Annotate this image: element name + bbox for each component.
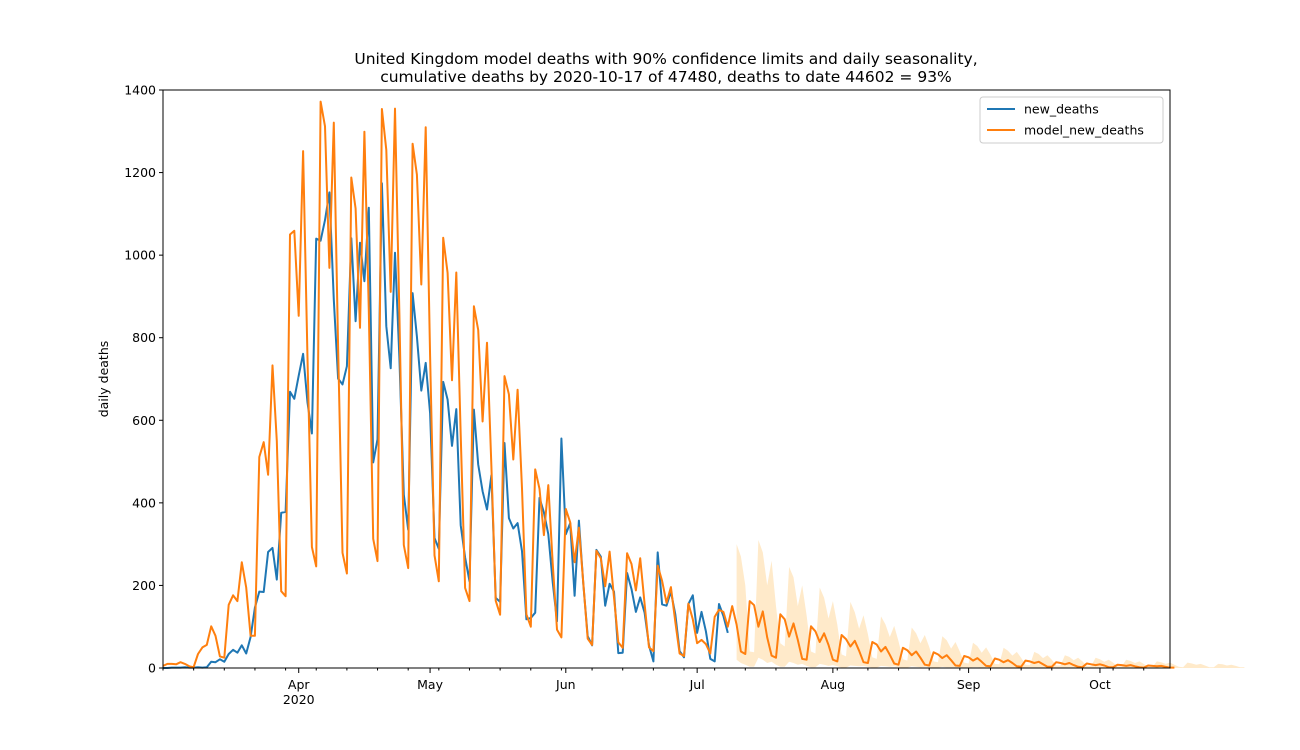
series-layer bbox=[162, 100, 1175, 669]
x-tick-label: Apr bbox=[288, 677, 310, 692]
confidence-band bbox=[736, 540, 1245, 668]
x-tick-year-label: 2020 bbox=[283, 692, 315, 707]
legend-box bbox=[979, 96, 1164, 144]
x-tick-label: Sep bbox=[957, 677, 981, 692]
x-tick-label: Oct bbox=[1089, 677, 1111, 692]
y-tick-label: 1400 bbox=[124, 83, 156, 98]
legend-label-new-deaths: new_deaths bbox=[1024, 102, 1099, 117]
chart-title-line2: cumulative deaths by 2020-10-17 of 47480… bbox=[380, 68, 952, 86]
plot-frame bbox=[162, 89, 1171, 669]
x-tick-label: May bbox=[417, 677, 443, 692]
y-tick-label: 600 bbox=[132, 413, 156, 428]
legend: new_deaths model_new_deaths bbox=[979, 96, 1164, 144]
chart-title-line1: United Kingdom model deaths with 90% con… bbox=[354, 50, 977, 68]
confidence-band-area bbox=[736, 540, 1245, 668]
y-tick-label: 200 bbox=[132, 578, 156, 593]
series-line-model-new-deaths bbox=[162, 100, 1175, 669]
y-axis: 0 200 400 600 800 1000 1200 1400 bbox=[124, 83, 163, 676]
y-tick-label: 400 bbox=[132, 495, 156, 510]
x-tick-label: Aug bbox=[821, 677, 845, 692]
y-tick-label: 800 bbox=[132, 330, 156, 345]
plot-area bbox=[162, 100, 1245, 669]
series-line-new-deaths bbox=[163, 182, 729, 669]
y-tick-label: 1200 bbox=[124, 165, 156, 180]
y-tick-label: 1000 bbox=[124, 248, 156, 263]
y-axis-label: daily deaths bbox=[96, 341, 111, 418]
legend-label-model-new-deaths: model_new_deaths bbox=[1024, 123, 1144, 138]
y-tick-label: 0 bbox=[148, 661, 156, 676]
x-tick-label: Jun bbox=[555, 677, 576, 692]
x-tick-label: Jul bbox=[689, 677, 705, 692]
